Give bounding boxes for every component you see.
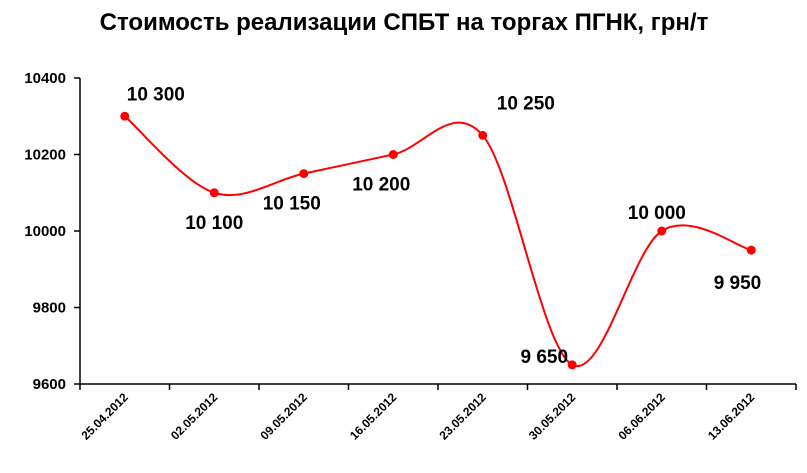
x-tick-label: 30.05.2012 xyxy=(526,390,579,443)
data-label: 10 250 xyxy=(497,93,555,114)
y-tick-label: 9800 xyxy=(33,300,66,317)
data-label: 9 950 xyxy=(714,273,762,294)
x-tick-label: 02.05.2012 xyxy=(168,390,221,443)
x-tick-label: 25.04.2012 xyxy=(79,390,132,443)
y-tick-label: 9600 xyxy=(33,376,66,393)
data-point-marker xyxy=(299,169,309,179)
y-tick-label: 10400 xyxy=(24,70,66,87)
x-tick-label: 23.05.2012 xyxy=(437,390,490,443)
data-label: 10 200 xyxy=(352,175,410,196)
x-tick-label: 16.05.2012 xyxy=(347,390,400,443)
data-point-marker xyxy=(657,226,667,236)
data-point-marker xyxy=(478,130,488,140)
y-tick-label: 10200 xyxy=(24,147,66,164)
series-line-layer xyxy=(124,115,752,368)
x-tick-label: 13.06.2012 xyxy=(705,390,758,443)
x-tick-label: 09.05.2012 xyxy=(258,390,311,443)
x-tick-label: 06.06.2012 xyxy=(616,390,669,443)
data-point-marker xyxy=(567,360,577,370)
data-label: 10 300 xyxy=(127,84,185,105)
data-label: 10 000 xyxy=(628,203,686,224)
data-point-marker xyxy=(120,111,130,121)
chart-title: Стоимость реализации СПБТ на торгах ПГНК… xyxy=(100,9,709,36)
markers-layer xyxy=(120,111,756,370)
y-tick-label: 10000 xyxy=(24,223,66,240)
data-point-marker xyxy=(746,245,756,255)
series-line xyxy=(124,115,752,368)
data-point-marker xyxy=(209,188,219,198)
axes: 9600 9800 10000 10200 10400 25.04.2012 02.05.2… xyxy=(24,70,797,443)
data-labels-layer: 10 300 10 100 10 150 10 200 10 250 9 650 10 00… xyxy=(127,84,762,368)
data-label: 9 650 xyxy=(520,347,568,368)
data-label: 10 100 xyxy=(185,213,243,234)
data-point-marker xyxy=(388,150,398,159)
data-label: 10 150 xyxy=(263,194,321,215)
